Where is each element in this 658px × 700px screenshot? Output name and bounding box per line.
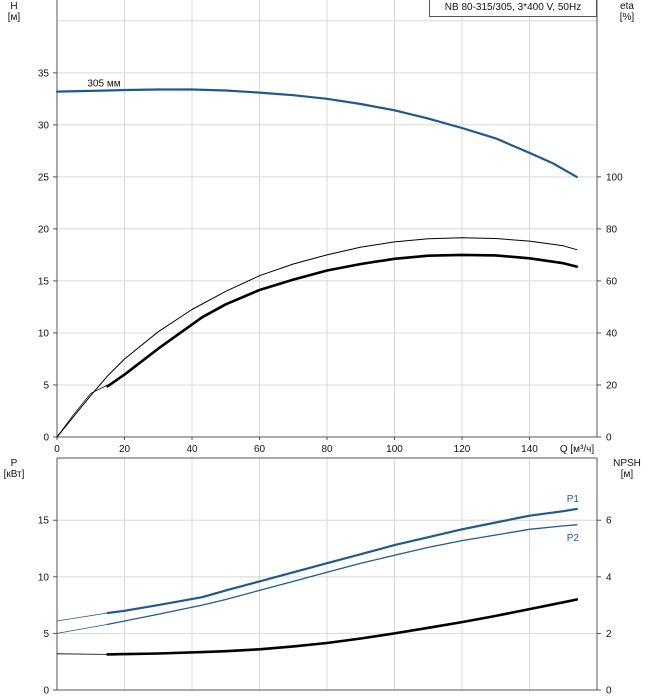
y-left-axis-unit: [м] [8,12,21,23]
x-tick-label: 20 [119,444,131,455]
series-line [56,653,108,655]
y-right-tick-label: 100 [606,172,623,183]
series-line [56,237,578,438]
axes-layer [53,0,601,691]
x-tick-label: 100 [386,444,403,455]
series-line-p2 [106,524,578,626]
y-left-tick-label: 0 [43,686,49,697]
y-left-tick-label: 10 [38,572,50,583]
impeller-diameter-annotation: 305 мм [87,78,120,89]
series-label-p2: P2 [567,533,580,544]
series-line [106,598,579,656]
y-right-tick-label: 60 [606,276,618,287]
y-right-tick-label: 0 [606,686,612,697]
y-left-tick-label: 35 [38,68,50,79]
y-left-tick-label: 15 [38,276,50,287]
y-left-axis-title: P [11,458,18,469]
x-tick-label: 40 [186,444,198,455]
y-left-tick-label: 5 [43,629,49,640]
y-left-tick-label: 15 [38,516,50,527]
y-right-axis-unit: [%] [620,12,635,23]
series-line-p1 [106,507,578,615]
series-line [56,624,108,634]
y-left-tick-label: 5 [43,380,49,391]
series-line [55,88,578,178]
x-tick-label: 140 [521,444,538,455]
grid-layer [57,0,597,690]
y-left-axis-title: H [10,1,17,12]
y-right-tick-label: 0 [606,433,612,444]
series-layer [55,88,579,656]
x-axis-title: Q [м³/ч] [560,444,595,455]
x-tick-label: 120 [454,444,471,455]
y-right-tick-label: 6 [606,516,612,527]
y-left-tick-label: 10 [38,328,50,339]
x-tick-label: 60 [254,444,266,455]
y-right-tick-label: 80 [606,224,618,235]
y-right-axis-unit: [м] [621,469,634,480]
y-right-tick-label: 20 [606,380,618,391]
y-left-axis-unit: [кВт] [4,469,25,480]
series-label-p1: P1 [567,494,580,505]
y-left-tick-label: 20 [38,224,50,235]
series-line [106,253,579,388]
y-right-axis-title: NPSH [613,458,641,469]
chart-title-box: NB 80-315/305, 3*400 V, 50Hz [429,0,597,17]
y-right-tick-label: 4 [606,572,612,583]
series-line [56,612,108,622]
y-left-tick-label: 25 [38,172,50,183]
series-line [56,384,108,438]
x-tick-label: 0 [54,444,60,455]
y-right-axis-title: eta [620,1,634,12]
y-left-tick-label: 30 [38,120,50,131]
label-layer: 05101520253035020406080100H[м]eta[%]0510… [4,1,641,697]
y-right-tick-label: 40 [606,328,618,339]
y-right-tick-label: 2 [606,629,612,640]
x-tick-label: 80 [321,444,333,455]
y-left-tick-label: 0 [43,433,49,444]
